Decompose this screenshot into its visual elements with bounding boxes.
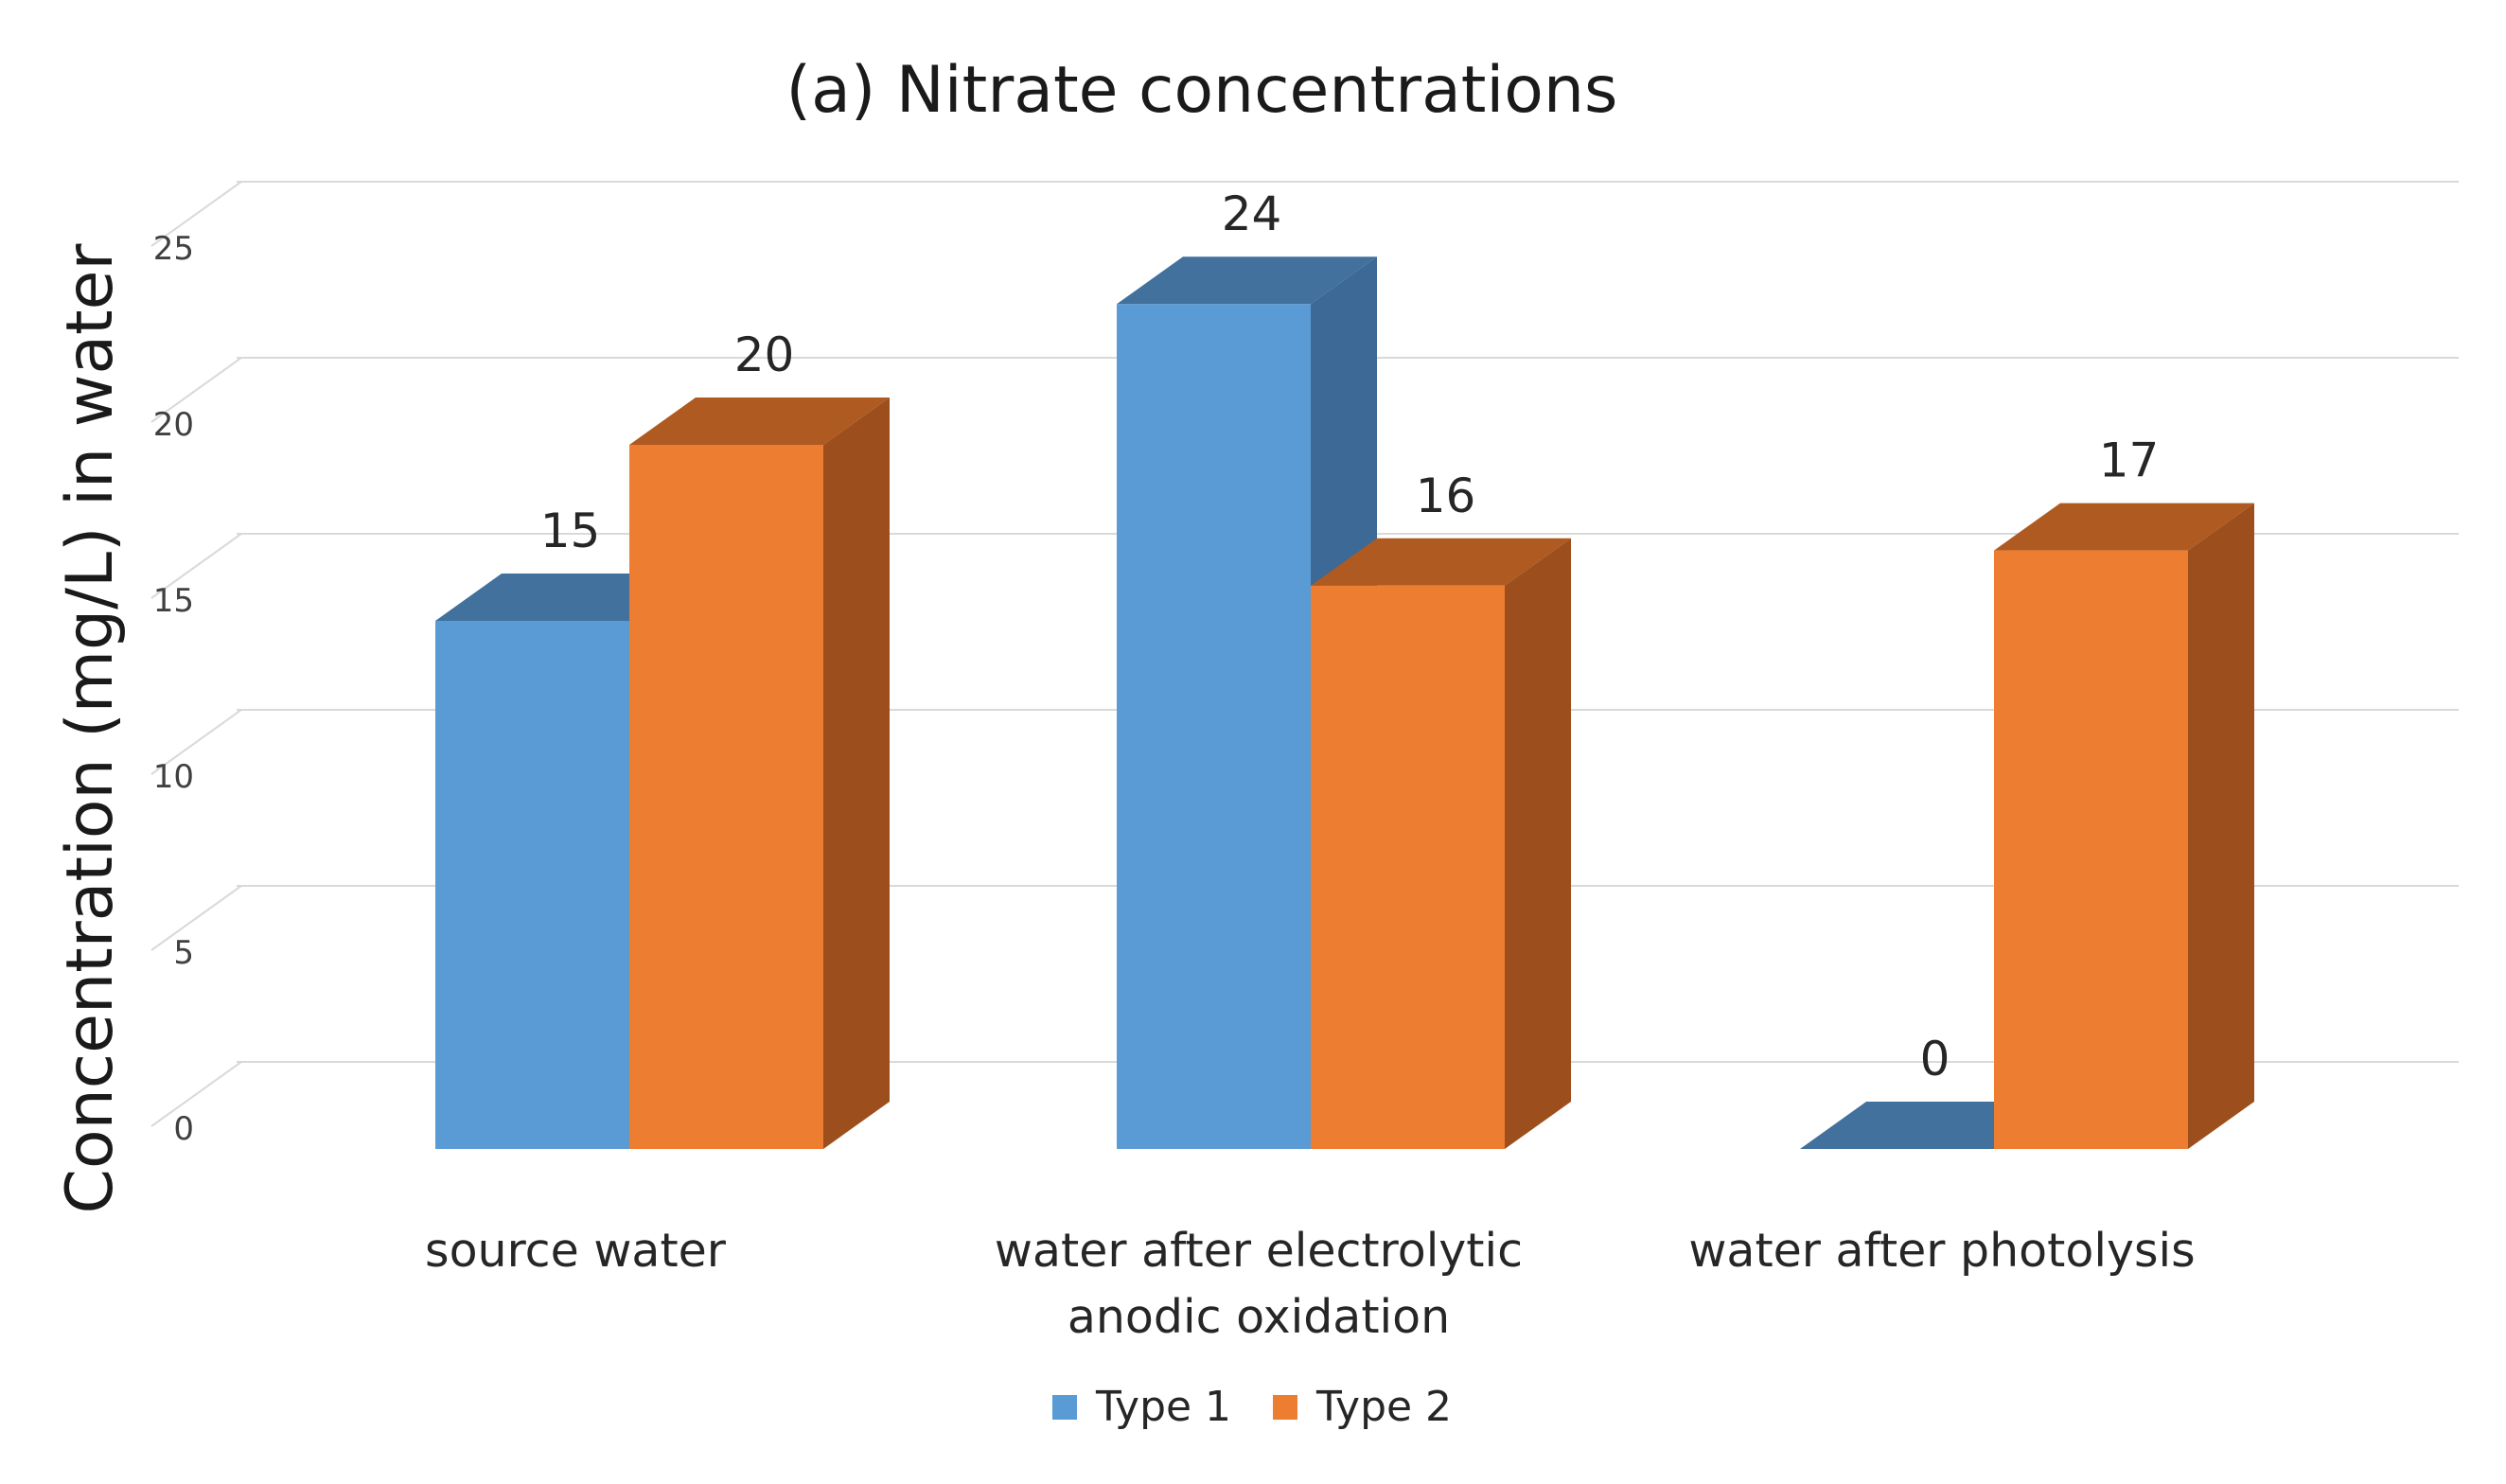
y-tick-label: 25: [153, 230, 194, 268]
gridline-side: [150, 181, 242, 247]
bar-type-2: [1311, 585, 1505, 1149]
bars-layer: [435, 256, 2254, 1149]
y-tick-label: 10: [153, 758, 194, 796]
gridline-side: [150, 885, 242, 951]
category-label: water after photolysis: [1688, 1224, 2195, 1278]
legend: Type 1 Type 2: [1052, 1383, 1452, 1431]
data-label: 0: [1920, 1032, 1950, 1086]
bar-side-type-2: [2188, 503, 2254, 1149]
x-axis-categories: source water water after electrolytic anod…: [425, 1224, 2196, 1344]
gridline-side: [150, 357, 242, 423]
data-label: 24: [1222, 186, 1282, 241]
y-axis: 0 5 10 15 20 25: [153, 230, 194, 1148]
bar-side-type-2: [823, 398, 890, 1149]
bar-top-type-1: [1117, 256, 1377, 305]
gridline-side: [150, 1061, 242, 1127]
bar-side-type-2: [1505, 538, 1571, 1149]
legend-swatch-type-2: [1273, 1395, 1297, 1420]
category-label: water after electrolytic: [995, 1224, 1523, 1278]
bar-type-1: [435, 621, 629, 1149]
bar-type-1: [1117, 304, 1311, 1149]
data-label: 17: [2099, 433, 2160, 488]
bar-type-2: [629, 445, 823, 1149]
legend-label: Type 2: [1315, 1383, 1452, 1431]
category-label: source water: [425, 1224, 727, 1278]
legend-swatch-type-1: [1052, 1395, 1077, 1420]
gridline-side: [150, 533, 242, 599]
chart-title: (a) Nitrate concentrations: [786, 53, 1618, 128]
y-tick-label: 15: [153, 582, 194, 620]
category-label: anodic oxidation: [1068, 1290, 1450, 1344]
bar-top-type-2: [1311, 538, 1571, 586]
y-axis-label: Concentration (mg/L) in water: [53, 244, 128, 1214]
gridline-side: [150, 709, 242, 775]
bar-top-type-2: [1994, 503, 2254, 551]
legend-label: Type 1: [1095, 1383, 1231, 1431]
bar-type-2: [1994, 550, 2188, 1149]
data-label: 15: [540, 504, 601, 558]
data-labels-layer: 15 20 24 16 0 17: [540, 186, 2160, 1086]
y-tick-label: 5: [173, 934, 194, 972]
bar-top-type-2: [629, 398, 890, 445]
y-tick-label: 0: [173, 1110, 194, 1148]
data-label: 16: [1416, 468, 1476, 523]
y-tick-label: 20: [153, 406, 194, 444]
data-label: 20: [734, 327, 795, 382]
